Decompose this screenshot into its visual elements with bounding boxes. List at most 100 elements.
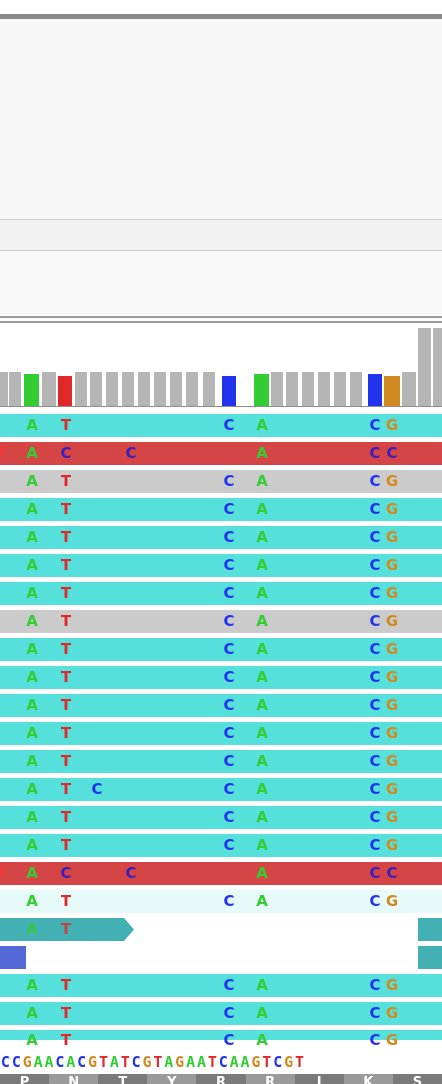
mismatch-base: G [385, 612, 399, 630]
mismatch-base: A [26, 976, 38, 994]
coverage-bar[interactable] [24, 374, 39, 406]
mismatch-base: C [223, 696, 235, 714]
coverage-bar[interactable] [418, 328, 431, 406]
coverage-bar[interactable] [58, 376, 72, 406]
reference-base: T [153, 1053, 163, 1071]
coverage-bar[interactable] [138, 372, 150, 406]
amino-acid: P [0, 1074, 50, 1084]
coverage-bar[interactable] [90, 372, 102, 406]
coverage-bar[interactable] [368, 374, 382, 406]
coverage-bar[interactable] [203, 372, 215, 406]
coverage-bar[interactable] [9, 372, 21, 406]
mismatch-base: A [26, 444, 38, 462]
mismatch-base: C [369, 976, 381, 994]
mismatch-base: A [256, 584, 268, 602]
reference-base: A [44, 1053, 54, 1071]
mismatch-base: C [223, 640, 235, 658]
mismatch-base: C [369, 472, 381, 490]
mismatch-base: C [223, 472, 235, 490]
mismatch-base: C [223, 780, 235, 798]
mismatch-base: A [26, 724, 38, 742]
mismatch-base: C [369, 1004, 381, 1022]
mismatch-base: G [385, 808, 399, 826]
mismatch-base: A [26, 752, 38, 770]
read-segment[interactable] [418, 946, 442, 969]
read-row[interactable]: TACCACC [0, 862, 442, 885]
mismatch-base: C [369, 808, 381, 826]
mismatch-base: G [385, 752, 399, 770]
reference-base: C [77, 1053, 87, 1071]
mismatch-base: C [369, 1031, 381, 1049]
coverage-bar[interactable] [170, 372, 182, 406]
read-segment[interactable] [418, 918, 442, 941]
panel-divider [0, 250, 442, 251]
coverage-track[interactable] [0, 325, 442, 407]
coverage-bar[interactable] [106, 372, 118, 406]
coverage-bar[interactable] [42, 372, 56, 406]
coverage-bar[interactable] [271, 372, 283, 406]
mismatch-base: A [256, 1031, 268, 1049]
panel-divider [0, 219, 442, 220]
mismatch-base: G [385, 668, 399, 686]
panel-splitter[interactable] [0, 316, 442, 325]
coverage-bar[interactable] [350, 372, 362, 406]
coverage-bar[interactable] [222, 376, 236, 406]
mismatch-base: G [385, 584, 399, 602]
coverage-bar[interactable] [0, 372, 8, 406]
mismatch-base: G [385, 528, 399, 546]
coverage-bar[interactable] [254, 374, 269, 406]
mismatch-base: G [385, 640, 399, 658]
coverage-bar[interactable] [402, 372, 416, 406]
coverage-bar[interactable] [433, 328, 442, 406]
mismatch-base: C [369, 640, 381, 658]
coverage-bar[interactable] [318, 372, 330, 406]
mismatch-base: C [369, 892, 381, 910]
mismatch-base: A [256, 640, 268, 658]
mismatch-base: A [26, 416, 38, 434]
top-panel-border [0, 14, 442, 19]
mismatch-base: T [60, 892, 72, 910]
mismatch-base: C [223, 892, 235, 910]
coverage-bar[interactable] [154, 372, 166, 406]
coverage-bar[interactable] [302, 372, 314, 406]
coverage-bar[interactable] [122, 372, 134, 406]
mismatch-base: T [60, 976, 72, 994]
mismatch-base: A [256, 612, 268, 630]
amino-acid: N [49, 1074, 99, 1084]
reference-base: G [22, 1053, 32, 1071]
reference-base: G [251, 1053, 261, 1071]
read-segment-blue[interactable] [0, 946, 26, 969]
coverage-bar[interactable] [186, 372, 198, 406]
read-row[interactable]: TACCACC [0, 442, 442, 465]
coverage-bar[interactable] [384, 376, 400, 406]
mismatch-base: A [256, 556, 268, 574]
coverage-baseline [0, 406, 442, 407]
mismatch-base: A [256, 836, 268, 854]
coverage-bar[interactable] [286, 372, 298, 406]
coverage-bar[interactable] [334, 372, 346, 406]
coverage-bar[interactable] [75, 372, 87, 406]
mismatch-base: C [223, 808, 235, 826]
mismatch-base: T [60, 640, 72, 658]
